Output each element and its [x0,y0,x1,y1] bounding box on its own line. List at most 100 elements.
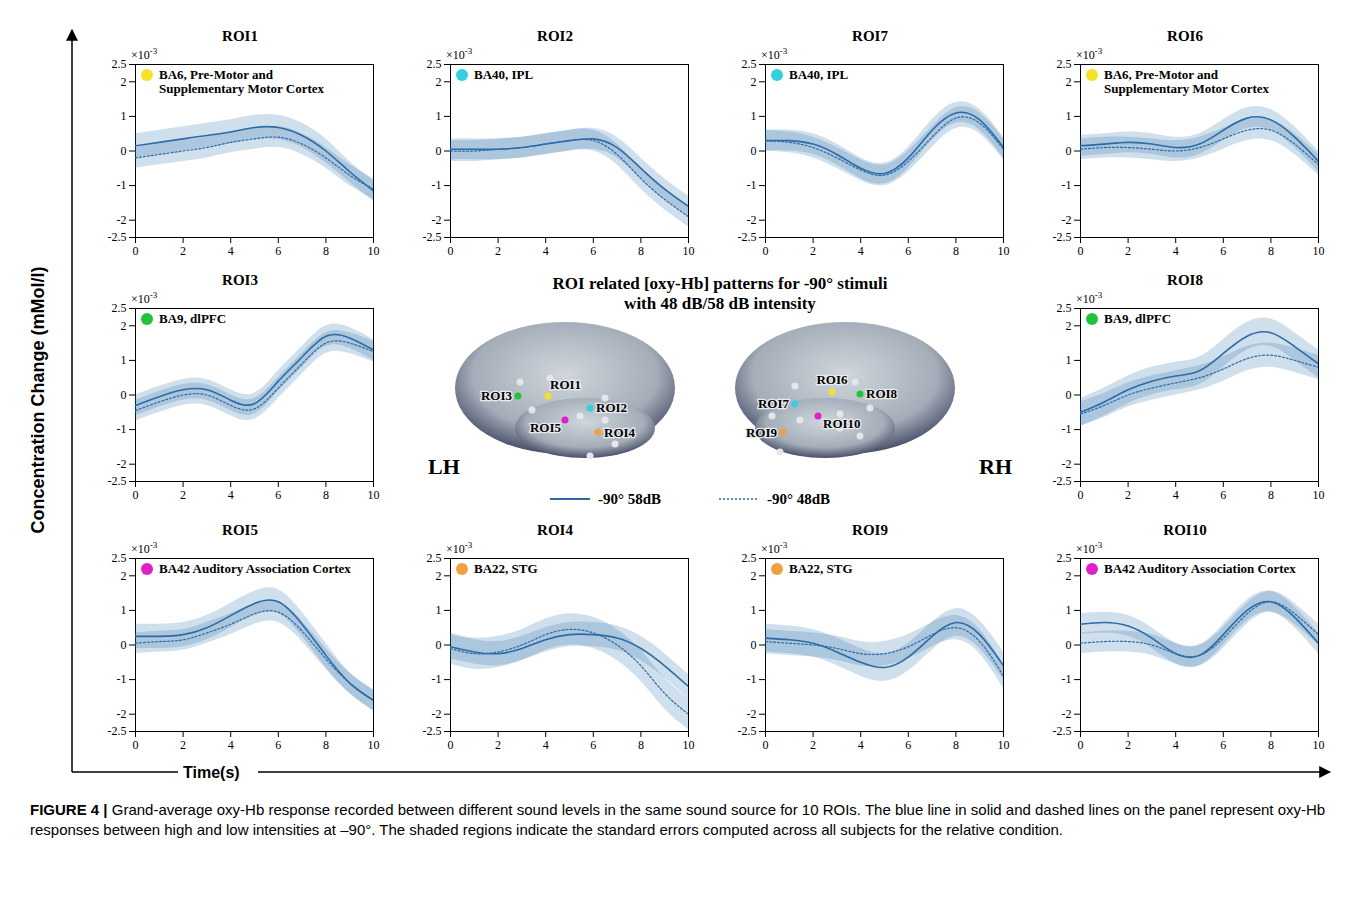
svg-text:4: 4 [858,244,864,258]
svg-text:ROI10: ROI10 [823,416,861,431]
svg-text:-2.5: -2.5 [423,230,442,244]
svg-text:2: 2 [436,569,442,583]
svg-text:8: 8 [323,244,329,258]
svg-text:0: 0 [448,738,454,752]
svg-text:-1: -1 [747,178,757,192]
svg-text:1: 1 [436,603,442,617]
svg-text:2: 2 [121,75,127,89]
svg-text:8: 8 [638,738,644,752]
svg-text:2: 2 [121,319,127,333]
svg-text:-90° 48dB: -90° 48dB [767,491,830,507]
svg-text:2.5: 2.5 [112,301,127,315]
svg-text:0: 0 [763,244,769,258]
svg-text:1: 1 [1066,603,1072,617]
svg-text:4: 4 [1173,244,1179,258]
svg-text:-2: -2 [747,213,757,227]
svg-text:0: 0 [121,388,127,402]
svg-text:0: 0 [1066,144,1072,158]
svg-text:0: 0 [1078,244,1084,258]
svg-text:2.5: 2.5 [427,57,442,71]
svg-text:1: 1 [436,109,442,123]
svg-text:6: 6 [905,738,911,752]
svg-text:10: 10 [683,244,695,258]
svg-text:-2: -2 [747,707,757,721]
svg-text:6: 6 [1220,244,1226,258]
svg-text:2: 2 [1066,319,1072,333]
svg-text:0: 0 [121,638,127,652]
svg-text:4: 4 [1173,738,1179,752]
svg-text:2: 2 [180,488,186,502]
svg-text:4: 4 [228,738,234,752]
svg-text:-2: -2 [1062,457,1072,471]
svg-text:6: 6 [275,738,281,752]
svg-text:1: 1 [751,603,757,617]
svg-text:ROI3: ROI3 [481,388,513,403]
svg-text:2: 2 [1066,569,1072,583]
svg-text:-90° 58dB: -90° 58dB [598,491,661,507]
svg-text:2: 2 [495,244,501,258]
svg-text:-2: -2 [432,213,442,227]
svg-text:10: 10 [683,738,695,752]
svg-text:4: 4 [858,738,864,752]
svg-text:0: 0 [121,144,127,158]
svg-text:LH: LH [428,454,460,479]
svg-text:Concentration Change (mMol/l): Concentration Change (mMol/l) [28,267,48,534]
svg-text:8: 8 [953,244,959,258]
svg-text:-1: -1 [117,422,127,436]
svg-text:-2: -2 [117,707,127,721]
svg-text:10: 10 [368,244,380,258]
svg-text:ROI7: ROI7 [758,396,790,411]
svg-text:-1: -1 [1062,178,1072,192]
svg-text:4: 4 [228,244,234,258]
svg-text:2: 2 [121,569,127,583]
svg-text:0: 0 [1066,388,1072,402]
svg-text:0: 0 [448,244,454,258]
svg-text:6: 6 [275,244,281,258]
svg-text:2.5: 2.5 [112,57,127,71]
svg-text:10: 10 [998,244,1010,258]
svg-text:0: 0 [133,244,139,258]
svg-text:-1: -1 [747,672,757,686]
svg-text:6: 6 [905,244,911,258]
svg-text:2.5: 2.5 [742,551,757,565]
svg-text:-1: -1 [1062,672,1072,686]
svg-text:2: 2 [1125,244,1131,258]
svg-text:1: 1 [1066,109,1072,123]
svg-text:4: 4 [228,488,234,502]
svg-text:4: 4 [1173,488,1179,502]
svg-text:2.5: 2.5 [1057,551,1072,565]
svg-text:8: 8 [638,244,644,258]
svg-text:2: 2 [180,738,186,752]
svg-text:0: 0 [1078,738,1084,752]
svg-text:ROI8: ROI8 [866,386,898,401]
svg-text:-2.5: -2.5 [738,724,757,738]
svg-text:2.5: 2.5 [742,57,757,71]
svg-text:8: 8 [1268,738,1274,752]
svg-text:1: 1 [121,353,127,367]
svg-text:Time(s): Time(s) [183,764,240,781]
svg-text:-1: -1 [117,672,127,686]
svg-text:1: 1 [121,603,127,617]
svg-text:2: 2 [810,738,816,752]
svg-text:0: 0 [436,638,442,652]
svg-text:10: 10 [368,488,380,502]
svg-text:-2: -2 [117,213,127,227]
svg-text:-2.5: -2.5 [108,230,127,244]
svg-text:0: 0 [751,144,757,158]
svg-text:0: 0 [1078,488,1084,502]
svg-text:-2.5: -2.5 [738,230,757,244]
svg-text:2: 2 [1125,488,1131,502]
svg-text:-2: -2 [1062,213,1072,227]
svg-text:2: 2 [1125,738,1131,752]
svg-text:-2.5: -2.5 [108,724,127,738]
svg-text:2: 2 [1066,75,1072,89]
svg-text:8: 8 [323,738,329,752]
svg-text:1: 1 [751,109,757,123]
svg-text:2: 2 [495,738,501,752]
svg-text:-1: -1 [117,178,127,192]
svg-text:-2.5: -2.5 [1053,474,1072,488]
svg-text:0: 0 [436,144,442,158]
svg-text:1: 1 [121,109,127,123]
svg-text:8: 8 [953,738,959,752]
svg-text:2.5: 2.5 [1057,301,1072,315]
